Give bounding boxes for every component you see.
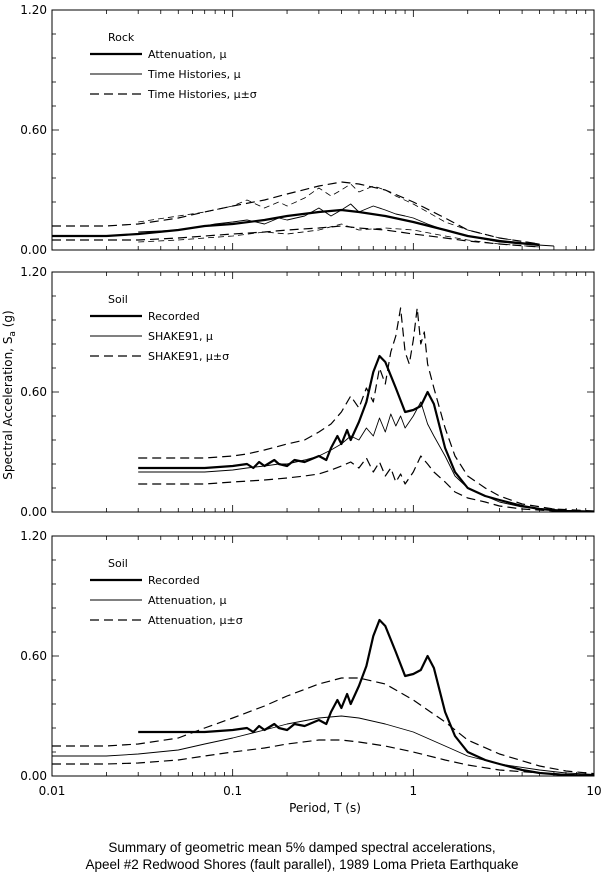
legend-entry: Attenuation, μ bbox=[148, 48, 226, 61]
y-tick-label: 1.20 bbox=[20, 265, 47, 279]
legend-title: Rock bbox=[108, 31, 135, 44]
series-line-1 bbox=[138, 401, 594, 512]
legend-entry: Attenuation, μ bbox=[148, 594, 226, 607]
series-line-0 bbox=[138, 354, 594, 512]
caption-line-2: Apeel #2 Redwood Shores (fault parallel)… bbox=[85, 857, 519, 872]
legend-entry: Recorded bbox=[148, 574, 200, 587]
legend-title: Soil bbox=[108, 293, 128, 306]
y-tick-label: 1.20 bbox=[20, 529, 47, 543]
y-tick-label: 0.00 bbox=[20, 769, 47, 783]
legend: Soil Recorded SHAKE91, μ SHAKE91, μ±σ bbox=[90, 293, 229, 363]
series-line-3 bbox=[52, 739, 594, 776]
y-tick-label: 0.00 bbox=[20, 243, 47, 257]
caption-line-1: Summary of geometric mean 5% damped spec… bbox=[108, 840, 496, 855]
series-line-1 bbox=[138, 203, 554, 247]
legend-entry: Time Histories, μ±σ bbox=[147, 88, 257, 101]
x-tick-label: 1 bbox=[410, 784, 418, 798]
series-line-0 bbox=[138, 618, 594, 776]
x-tick-label: 10 bbox=[586, 784, 601, 798]
x-axis-label: Period, T (s) bbox=[289, 801, 361, 815]
legend: Soil Recorded Attenuation, μ Attenuation, μ… bbox=[90, 557, 243, 627]
series-line-2 bbox=[138, 307, 594, 512]
y-tick-label: 0.60 bbox=[20, 385, 47, 399]
series-line-4 bbox=[138, 183, 540, 245]
series-line-5 bbox=[138, 223, 540, 248]
legend-entry: SHAKE91, μ bbox=[148, 330, 213, 343]
x-tick-label: 0.1 bbox=[223, 784, 242, 798]
y-tick-label: 0.00 bbox=[20, 505, 47, 519]
series-line-3 bbox=[138, 455, 594, 512]
legend-entry: Recorded bbox=[148, 310, 200, 323]
x-tick-label: 0.01 bbox=[39, 784, 66, 798]
y-axis-label: Spectral Acceleration, Sa (g) bbox=[1, 310, 18, 479]
y-tick-label: 1.20 bbox=[20, 3, 47, 17]
series-line-2 bbox=[52, 181, 540, 245]
legend-entry: Time Histories, μ bbox=[147, 68, 241, 81]
panel-middle: 0.00 0.60 1.20 Soil Recorded SHAKE91, μ SHAKE9… bbox=[20, 265, 595, 519]
panel-top: 0.00 0.60 1.20 Rock Attenuation, μ Time Histo… bbox=[20, 3, 595, 257]
legend-entry: SHAKE91, μ±σ bbox=[148, 350, 229, 363]
series-line-1 bbox=[52, 715, 594, 775]
plot-frame bbox=[51, 9, 595, 251]
y-tick-label: 0.60 bbox=[20, 649, 47, 663]
legend-title: Soil bbox=[108, 557, 128, 570]
y-tick-label: 0.60 bbox=[20, 123, 47, 137]
legend: Rock Attenuation, μ Time Histories, μ Time … bbox=[90, 31, 257, 101]
plot-frame bbox=[51, 271, 595, 513]
series-line-3 bbox=[52, 225, 540, 248]
series-line-2 bbox=[52, 677, 594, 775]
panel-bottom: 0.00 0.60 1.20 0.01 0.1 1 10 Soil Recorded Attenu… bbox=[20, 529, 601, 798]
legend-entry: Attenuation, μ±σ bbox=[148, 614, 243, 627]
